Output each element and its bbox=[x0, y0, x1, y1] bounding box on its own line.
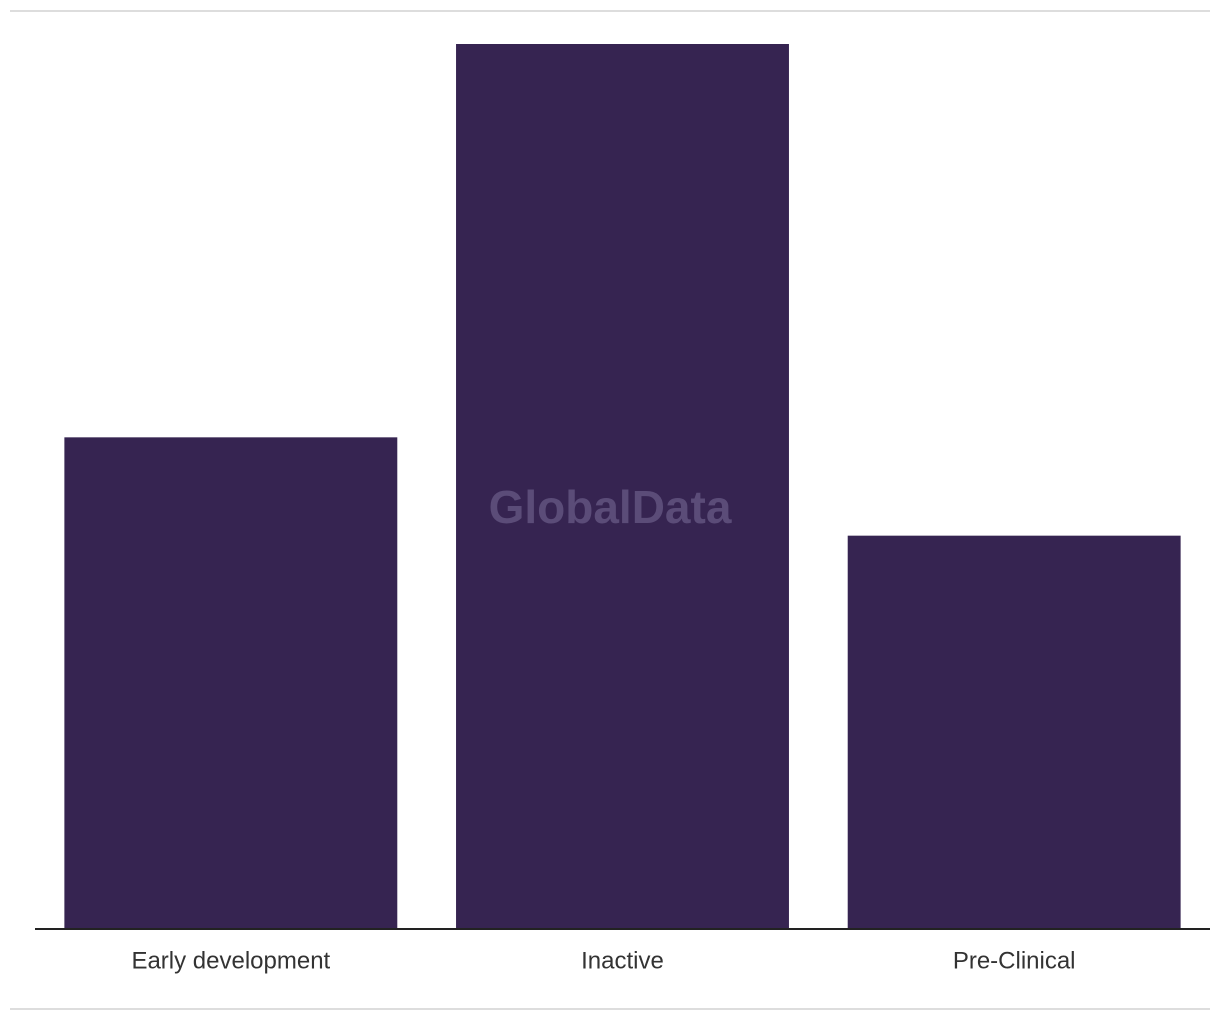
bar bbox=[847, 535, 1181, 929]
x-tick-label: Pre-Clinical bbox=[953, 947, 1076, 974]
bar bbox=[456, 44, 789, 929]
bar bbox=[64, 437, 398, 929]
x-tick-label: Early development bbox=[131, 947, 330, 974]
x-tick-label: Inactive bbox=[581, 947, 664, 974]
watermark: GlobalData bbox=[489, 481, 732, 533]
